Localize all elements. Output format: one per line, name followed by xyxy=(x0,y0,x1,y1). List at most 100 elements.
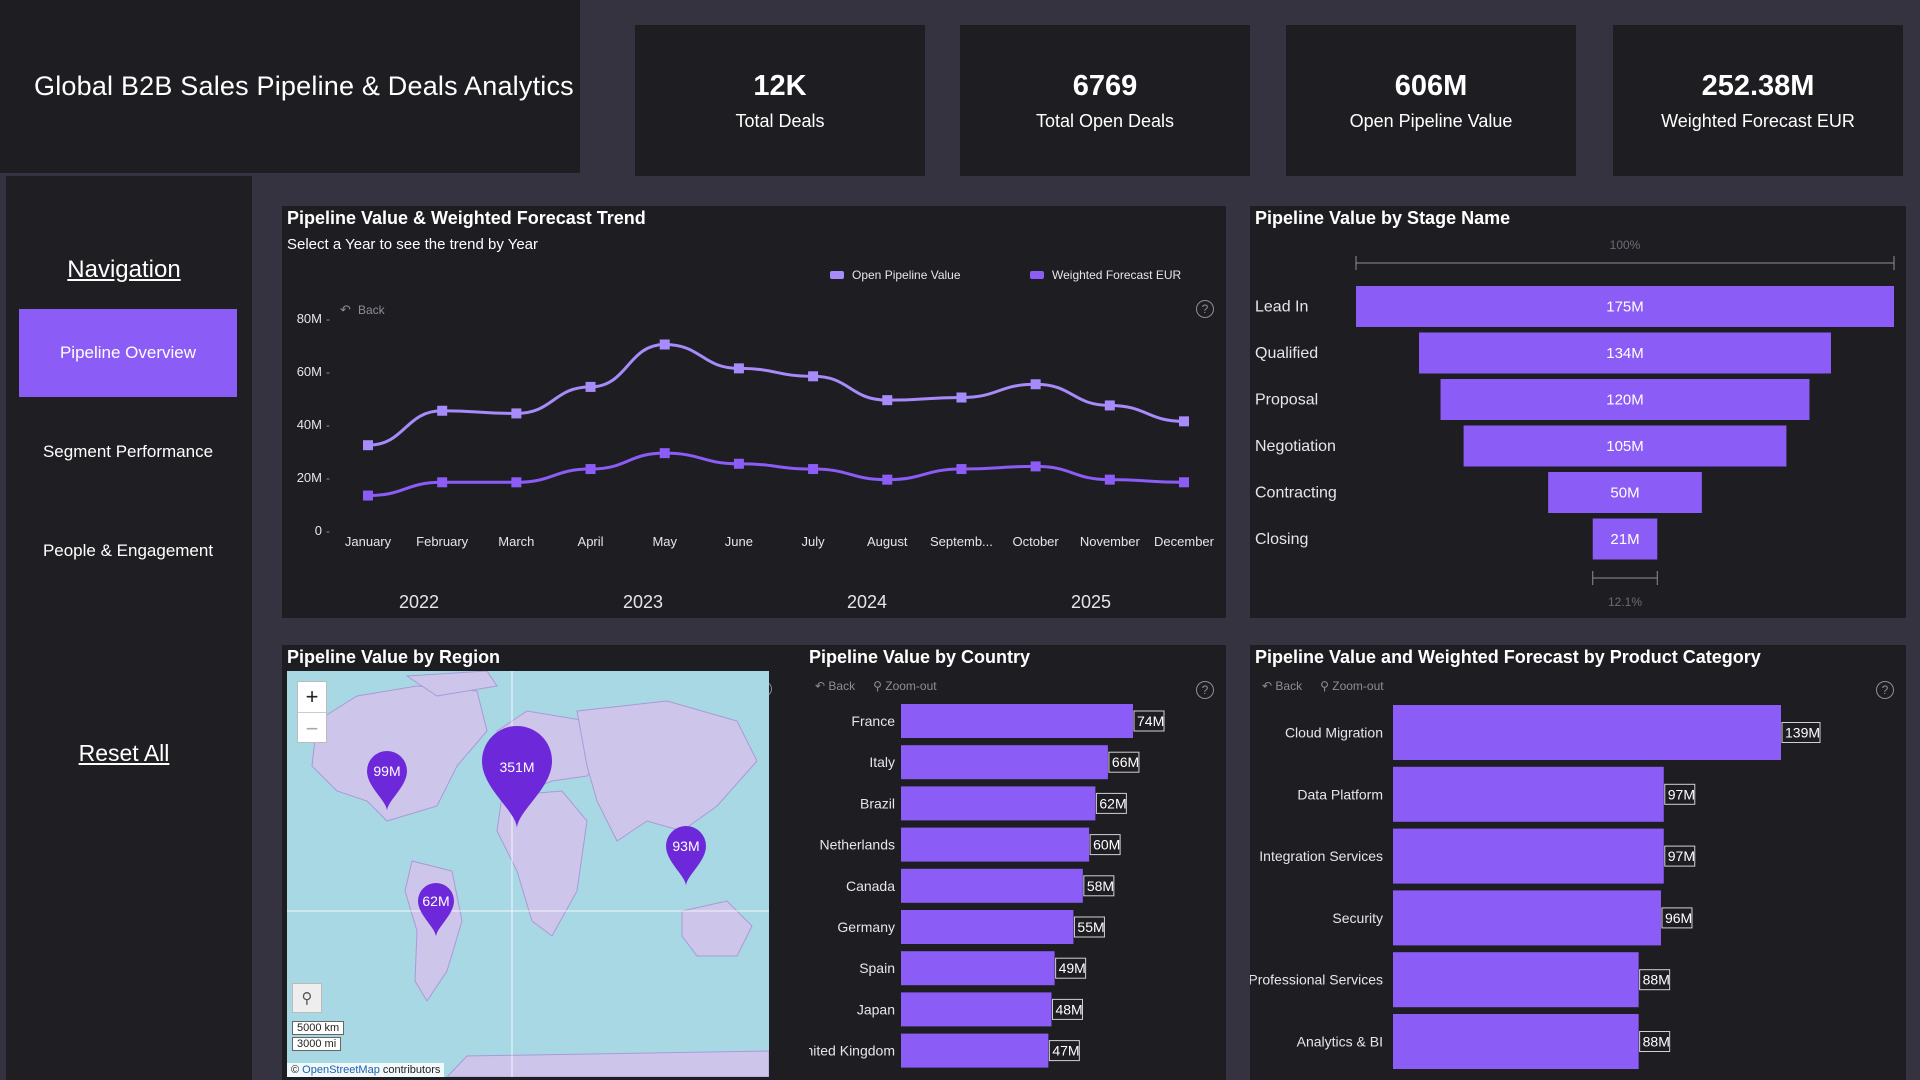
year-button[interactable]: 2024 xyxy=(847,592,887,612)
asia-shape xyxy=(576,700,758,842)
x-tick-label: December xyxy=(1154,534,1215,549)
zoom-out-button[interactable]: ⚲ Zoom-out xyxy=(1320,679,1384,693)
bar xyxy=(1393,890,1661,946)
bar xyxy=(901,786,1096,821)
bar xyxy=(901,827,1090,862)
kpi-label: Total Open Deals xyxy=(1035,110,1175,131)
year-button[interactable]: 2023 xyxy=(623,592,663,612)
data-label: 97M xyxy=(1668,786,1695,802)
data-label-box xyxy=(1095,792,1127,814)
report-title-panel: Global B2B Sales Pipeline & Deals Analyt… xyxy=(0,0,580,173)
data-label-box xyxy=(1639,969,1671,991)
data-point xyxy=(1104,400,1115,411)
region-map[interactable]: 99M 351M 93M 62M + − ⚲ 5000 km 3000 mi ©… xyxy=(287,671,769,1077)
legend-marker xyxy=(830,271,844,279)
australia-shape xyxy=(681,900,753,957)
bar xyxy=(901,1033,1049,1068)
category-label: France xyxy=(851,713,895,729)
map-pin-label: 93M xyxy=(672,838,700,854)
north-america-shape xyxy=(311,685,488,822)
map-zoom-in-button[interactable]: + xyxy=(298,682,326,713)
map-lasso-button[interactable]: ⚲ xyxy=(292,983,322,1013)
question-circle-icon[interactable]: ? xyxy=(1196,300,1214,318)
nav-item-label: Pipeline Overview xyxy=(59,343,197,362)
data-label: 55M xyxy=(1077,919,1104,935)
question-circle-icon[interactable]: ? xyxy=(1196,681,1214,699)
kpi-value: 606M xyxy=(1394,69,1468,102)
zoom-out-button[interactable]: ⚲ Zoom-out xyxy=(873,679,937,693)
nav-item-pipeline-overview[interactable]: Pipeline Overview xyxy=(19,309,237,397)
category-label: Germany xyxy=(837,919,895,935)
year-button[interactable]: 2025 xyxy=(1071,592,1111,612)
year-button[interactable]: 2022 xyxy=(399,592,439,612)
category-label: Spain xyxy=(859,960,895,976)
data-label-box xyxy=(1048,1040,1080,1062)
map-pin-europe xyxy=(482,726,552,829)
x-tick-label: November xyxy=(1080,534,1141,549)
data-label: 96M xyxy=(1665,910,1692,926)
y-tick-mark: - xyxy=(326,365,330,379)
back-label: Back xyxy=(358,303,386,317)
trend-chart-title: Pipeline Value & Weighted Forecast Trend xyxy=(287,208,646,228)
x-tick-label: June xyxy=(725,534,753,549)
category-label: Data Platform xyxy=(1297,786,1383,802)
product-chart-title: Pipeline Value and Weighted Forecast by … xyxy=(1255,647,1761,667)
series-line-1 xyxy=(367,451,1185,498)
nav-item-segment-performance[interactable]: Segment Performance xyxy=(19,408,237,496)
bar xyxy=(1393,828,1664,884)
y-tick-mark: - xyxy=(326,471,330,485)
map-pin-latin-america xyxy=(418,883,454,937)
category-label: Cloud Migration xyxy=(1285,725,1383,741)
map-zoom-out-button[interactable]: − xyxy=(305,715,319,741)
nav-item-label: People & Engagement xyxy=(42,541,214,560)
category-label: Professional Services xyxy=(1250,972,1383,988)
country-chart-toolbar: ↶ Back ⚲ Zoom-out xyxy=(815,679,937,693)
country-chart-svg: France 74M Italy 66M Brazil 62M Netherlands 60M… xyxy=(809,704,1165,1068)
map-pin-north-america xyxy=(367,751,407,811)
nav-item-people-engagement[interactable]: People & Engagement xyxy=(19,507,237,595)
bar xyxy=(901,704,1133,738)
data-label-box xyxy=(1073,916,1105,938)
data-point xyxy=(882,474,893,485)
data-point xyxy=(1030,461,1041,472)
back-arrow-icon: ↶ xyxy=(815,679,826,693)
trend-chart-card: Pipeline Value & Weighted Forecast Trend… xyxy=(282,206,1226,618)
data-point xyxy=(437,405,448,416)
map-scale-mi: 3000 mi xyxy=(292,1037,342,1051)
data-point xyxy=(808,371,819,382)
attribution-link[interactable]: OpenStreetMap xyxy=(302,1064,380,1076)
question-circle-icon[interactable]: ? xyxy=(1876,681,1894,699)
data-label-box xyxy=(1664,783,1696,805)
data-label: 47M xyxy=(1052,1043,1079,1059)
funnel-bar xyxy=(1548,472,1702,513)
data-point xyxy=(1179,477,1189,488)
data-point xyxy=(882,395,893,406)
data-point xyxy=(1179,416,1189,427)
funnel-bar xyxy=(1356,286,1894,327)
antarctica-shape xyxy=(446,1050,769,1077)
funnel-stage-label: Proposal xyxy=(1255,392,1318,409)
funnel-bar xyxy=(1440,379,1810,420)
map-pin-label: 62M xyxy=(422,893,450,909)
data-label-box xyxy=(1661,907,1693,929)
reset-all-button[interactable]: Reset All xyxy=(78,740,170,766)
product-chart-toolbar: ↶ Back ⚲ Zoom-out xyxy=(1262,679,1384,693)
funnel-bar-label: 50M xyxy=(1610,485,1639,502)
bar xyxy=(1393,1014,1639,1069)
data-label-box xyxy=(1664,845,1696,867)
category-label: Netherlands xyxy=(820,837,896,853)
back-button[interactable]: ↶ Back xyxy=(815,679,855,693)
product-category-card: Pipeline Value and Weighted Forecast by … xyxy=(1250,645,1906,1080)
x-tick-label: May xyxy=(652,534,677,549)
bar xyxy=(901,745,1108,780)
legend-marker xyxy=(1030,271,1044,279)
y-tick-label: 60M xyxy=(297,364,322,379)
y-tick-label: 20M xyxy=(297,470,322,485)
kpi-value: 252.38M xyxy=(1701,69,1815,102)
back-button[interactable]: ↶ Back xyxy=(1262,679,1302,693)
funnel-stage-label: Closing xyxy=(1255,531,1308,548)
data-label-box xyxy=(1089,834,1121,856)
trend-chart-subtitle: Select a Year to see the trend by Year xyxy=(287,236,539,253)
data-label: 62M xyxy=(1099,795,1126,811)
funnel-bar-label: 120M xyxy=(1606,392,1644,409)
